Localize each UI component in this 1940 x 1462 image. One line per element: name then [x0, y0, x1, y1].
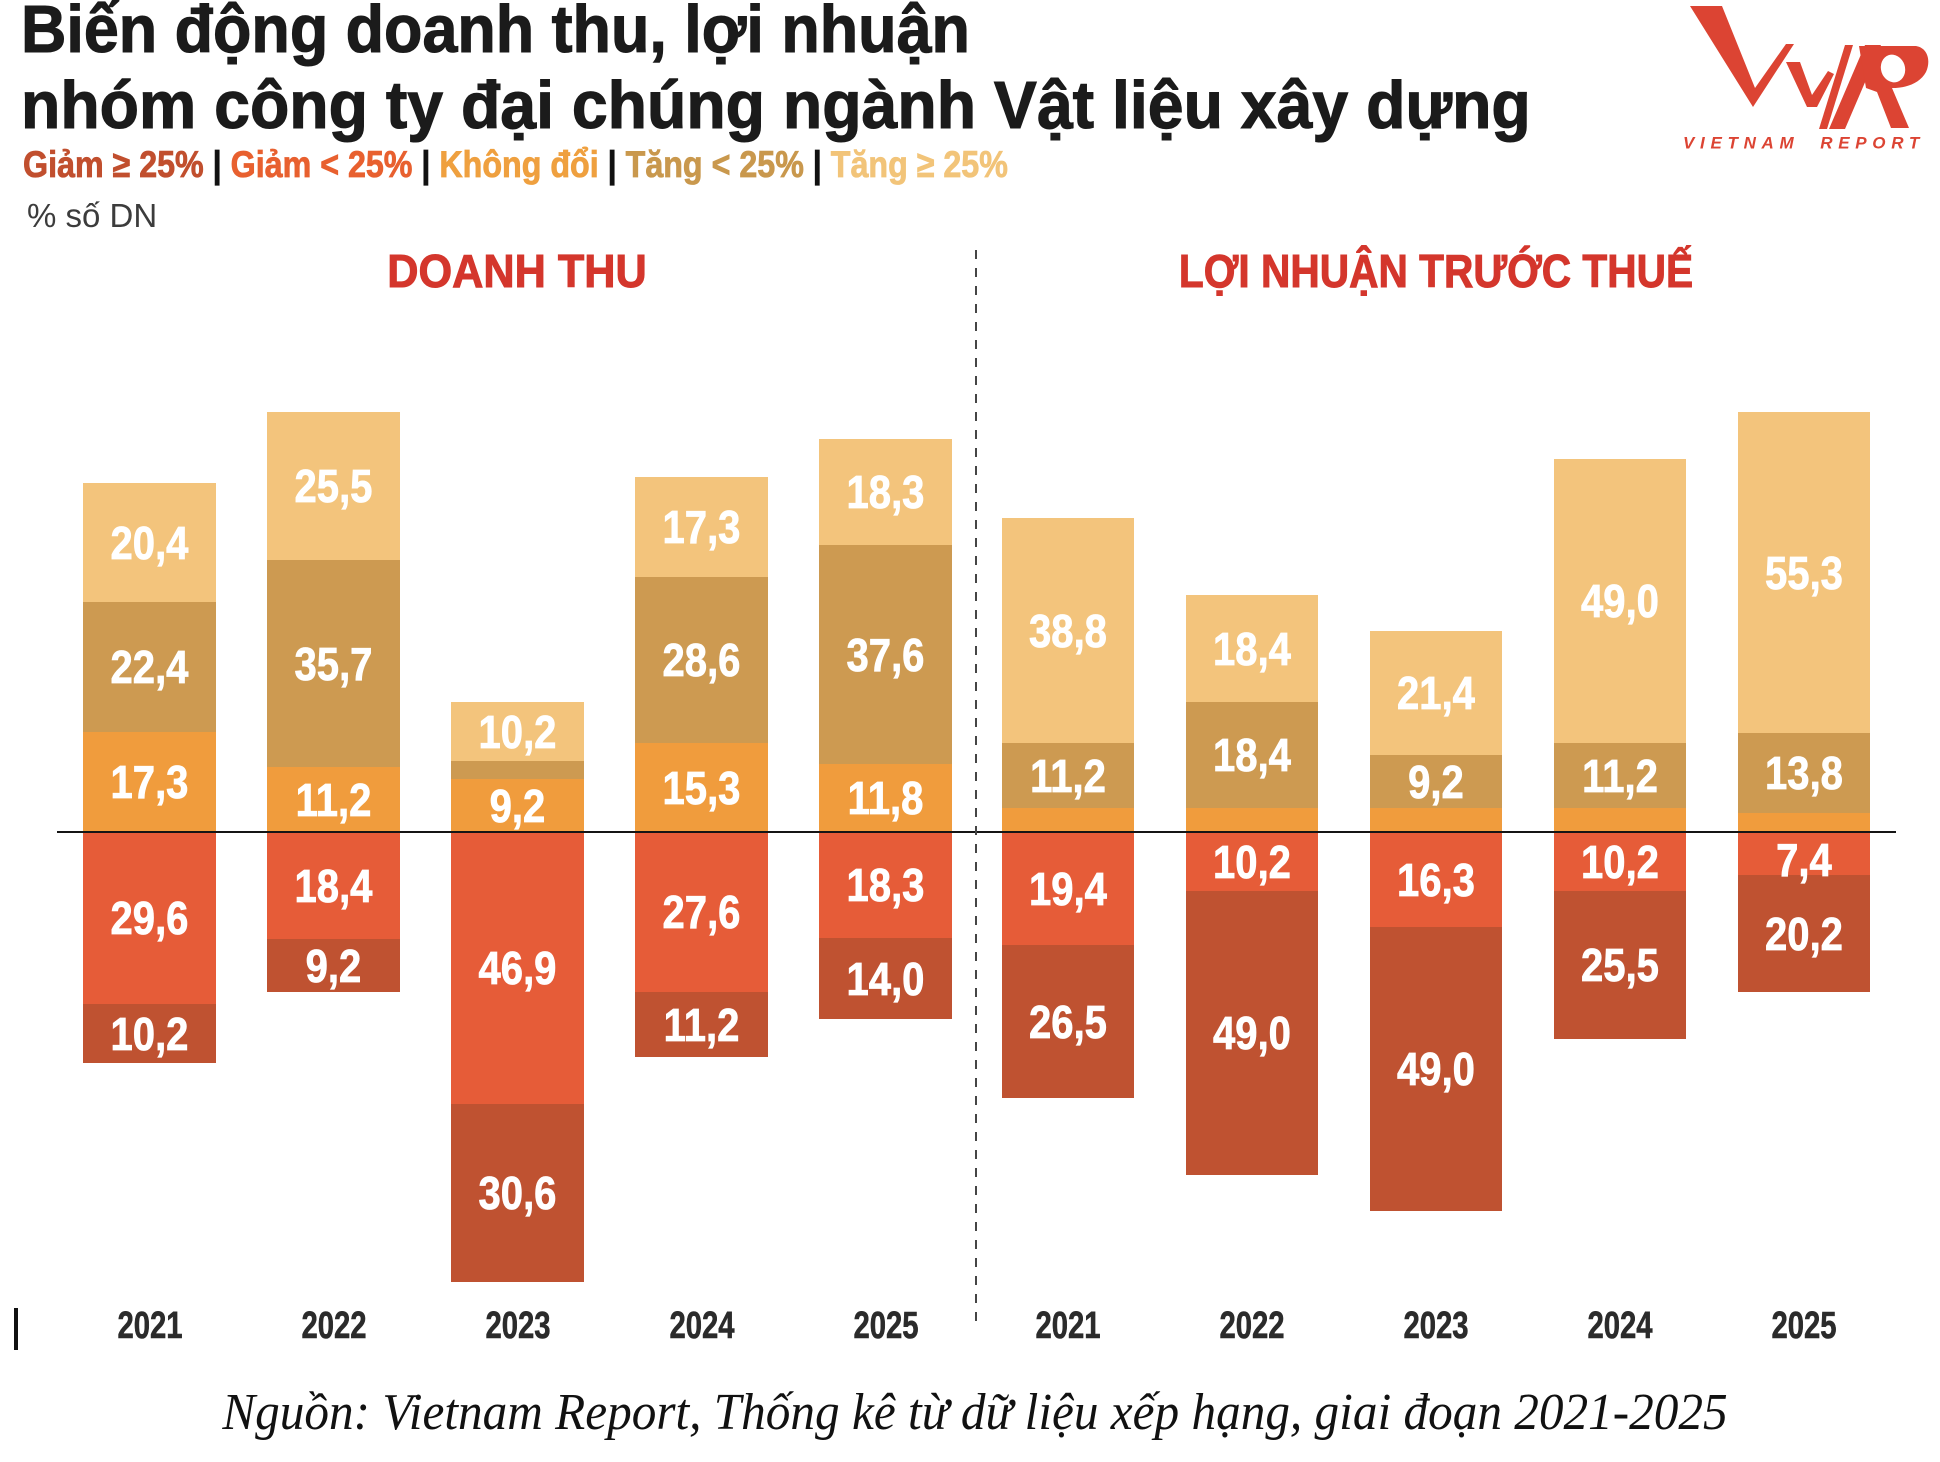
svg-text:VIETNAM REPORT: VIETNAM REPORT: [1683, 134, 1925, 153]
